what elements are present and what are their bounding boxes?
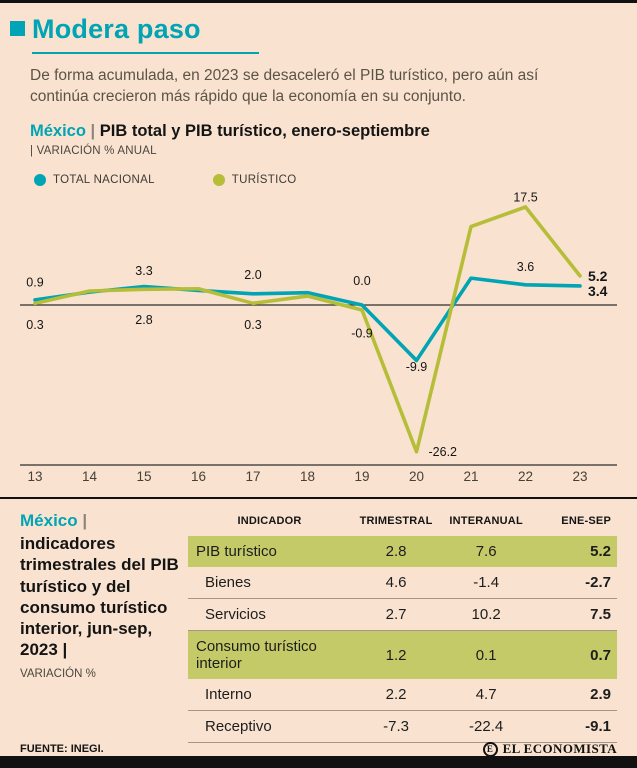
cell-interanual: 4.7: [441, 679, 532, 712]
cell-ene-sep: -2.7: [531, 567, 617, 600]
cell-trimestral: 2.7: [351, 598, 442, 632]
separator-pipe: |: [82, 511, 88, 531]
cell-interanual: -22.4: [441, 710, 532, 744]
cell-interanual: -1.4: [441, 567, 532, 600]
table-row: Bienes 4.6 -1.4 -2.7: [188, 567, 617, 600]
indicators-table-container: INDICADOR TRIMESTRAL INTERANUAL ENE-SEP …: [188, 511, 617, 744]
svg-text:17: 17: [245, 469, 260, 484]
legend-label: TURÍSTICO: [231, 174, 297, 187]
svg-text:23: 23: [572, 469, 587, 484]
svg-text:-26.2: -26.2: [429, 445, 458, 459]
column-header-interanual: INTERANUAL: [449, 515, 523, 528]
cell-trimestral: -7.3: [351, 710, 442, 744]
cell-ene-sep: 0.7: [590, 646, 611, 664]
row-label: Interno: [188, 679, 352, 712]
cell-trimestral: 4.6: [351, 567, 442, 600]
table-region-line: México |: [20, 511, 180, 531]
row-label: Bienes: [188, 567, 352, 600]
total-nacional-dot-icon: [34, 174, 46, 187]
cell-interanual: 0.1: [475, 646, 497, 664]
row-label: Receptivo: [188, 710, 352, 744]
svg-text:2.8: 2.8: [135, 313, 152, 327]
brand-name: EL ECONOMISTA: [502, 741, 617, 756]
header: Modera paso: [10, 14, 617, 54]
cell-ene-sep: 7.5: [531, 598, 617, 632]
footer: FUENTE: INEGI. E EL ECONOMISTA: [20, 741, 617, 757]
el-economista-logo-icon: E: [482, 741, 498, 757]
brand-lockup: E EL ECONOMISTA: [482, 741, 617, 757]
chart-legend: TOTAL NACIONAL TURÍSTICO: [34, 174, 617, 187]
svg-text:-9.9: -9.9: [406, 360, 428, 374]
svg-text:0.0: 0.0: [353, 274, 370, 288]
cell-trimestral: 1.2: [385, 646, 407, 664]
cell-trimestral: 2.2: [351, 679, 442, 712]
row-label: Consumo turístico interior: [196, 638, 317, 673]
table-caption: México | indicadores trimestrales del PI…: [20, 511, 180, 743]
separator-pipe: |: [90, 122, 96, 141]
top-rule: [0, 0, 637, 3]
svg-text:22: 22: [518, 469, 533, 484]
intro-text: De forma acumulada, en 2023 se desaceler…: [30, 67, 539, 106]
svg-text:3.6: 3.6: [517, 260, 534, 274]
column-header-indicador: INDICADOR: [237, 515, 302, 528]
cell-ene-sep: 5.2: [590, 543, 611, 561]
svg-text:19: 19: [354, 469, 369, 484]
legend-item-total-nacional: TOTAL NACIONAL: [34, 174, 155, 187]
column-header-trimestral: TRIMESTRAL: [359, 515, 433, 528]
svg-text:5.2: 5.2: [588, 268, 608, 284]
source-label: FUENTE: INEGI.: [20, 743, 104, 755]
cell-ene-sep: -9.1: [531, 710, 617, 744]
legend-item-turistico: TURÍSTICO: [212, 174, 297, 187]
svg-text:15: 15: [136, 469, 151, 484]
cell-ene-sep: 2.9: [531, 679, 617, 712]
svg-text:13: 13: [27, 469, 42, 484]
table-row: Servicios 2.7 10.2 7.5: [188, 598, 617, 632]
chart-area: 13 14 15 16 17 18 19 20 21 22 23 0.9 0.3 3.3 2.8 2.0 0.3…: [20, 188, 617, 493]
svg-text:20: 20: [409, 469, 424, 484]
legend-label: TOTAL NACIONAL: [53, 174, 155, 187]
row-label: Servicios: [188, 598, 352, 632]
svg-text:2.0: 2.0: [244, 268, 261, 282]
table-row: PIB turístico 2.8 7.6 5.2: [188, 536, 617, 568]
svg-text:-0.9: -0.9: [351, 327, 373, 341]
svg-text:0.9: 0.9: [26, 276, 43, 290]
chart-unit-label: | VARIACIÓN % ANUAL: [30, 145, 157, 158]
chart-title: PIB total y PIB turístico, enero-septiem…: [99, 122, 430, 141]
table-unit-label: VARIACIÓN %: [20, 667, 96, 680]
svg-text:0.3: 0.3: [26, 318, 43, 332]
chart-region-label: México: [30, 122, 86, 141]
svg-text:21: 21: [463, 469, 478, 484]
bottom-rule: [0, 756, 637, 768]
svg-text:0.3: 0.3: [244, 318, 261, 332]
row-label: PIB turístico: [196, 543, 277, 561]
section-divider: [0, 497, 637, 500]
pib-line-chart: 13 14 15 16 17 18 19 20 21 22 23 0.9 0.3 3.3 2.8 2.0 0.3…: [20, 191, 617, 484]
title-square-icon: [10, 21, 25, 36]
table-row: Receptivo -7.3 -22.4 -9.1: [188, 710, 617, 744]
svg-text:16: 16: [191, 469, 206, 484]
svg-text:18: 18: [300, 469, 315, 484]
chart-heading: México | PIB total y PIB turístico, ener…: [30, 122, 617, 141]
turistico-dot-icon: [212, 174, 225, 187]
page-title: Modera paso: [32, 14, 259, 54]
column-header-ene-sep: ENE-SEP: [561, 515, 611, 528]
svg-text:14: 14: [82, 469, 98, 484]
table-header-row: INDICADOR TRIMESTRAL INTERANUAL ENE-SEP: [188, 511, 617, 536]
svg-text:3.4: 3.4: [588, 283, 608, 299]
cell-interanual: 7.6: [475, 543, 497, 561]
table-row: Interno 2.2 4.7 2.9: [188, 679, 617, 712]
indicators-table: INDICADOR TRIMESTRAL INTERANUAL ENE-SEP …: [188, 511, 617, 744]
table-title: indicadores trimestrales del PIB turísti…: [20, 534, 179, 660]
svg-text:3.3: 3.3: [135, 264, 152, 278]
table-section: México | indicadores trimestrales del PI…: [0, 499, 637, 744]
cell-trimestral: 2.8: [385, 543, 407, 561]
table-region-label: México: [20, 511, 78, 531]
table-row: Consumo turístico interior 1.2 0.1 0.7: [188, 630, 617, 680]
svg-text:17.5: 17.5: [513, 191, 537, 205]
cell-interanual: 10.2: [441, 598, 532, 632]
